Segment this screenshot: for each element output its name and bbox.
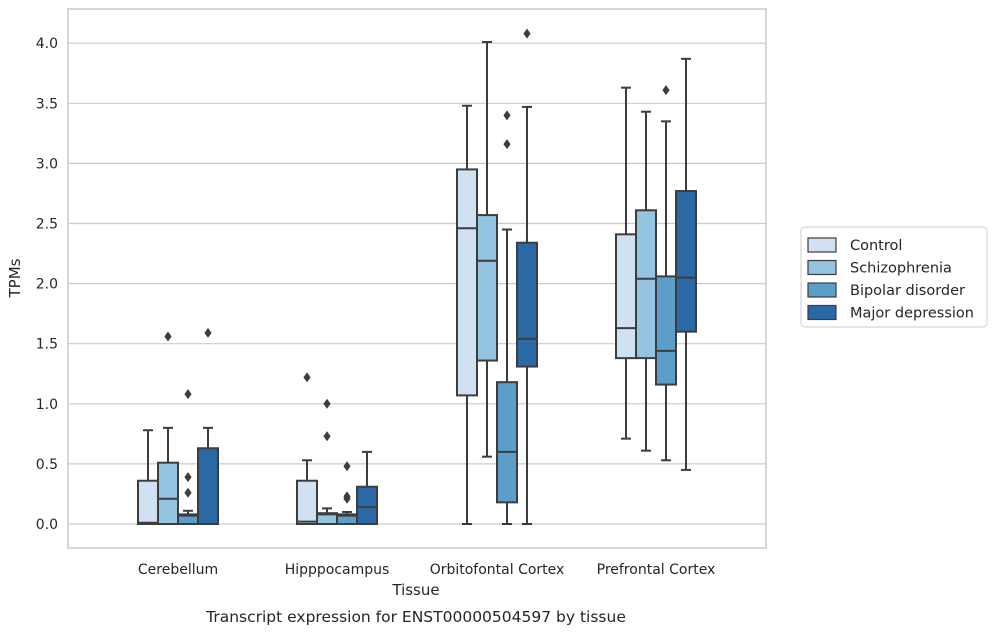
box-iqr	[137, 479, 159, 525]
box-iqr	[356, 485, 378, 526]
box-schizophrenia	[316, 398, 338, 526]
box-major-depression	[675, 57, 697, 471]
legend-label: Control	[850, 238, 902, 254]
legend-label: Bipolar disorder	[850, 283, 965, 299]
box-iqr	[615, 233, 637, 360]
outlier-point	[323, 431, 331, 442]
box-bipolar-disorder	[336, 461, 358, 525]
box-iqr	[635, 209, 657, 360]
y-tick-label: 3.5	[36, 96, 58, 112]
outlier-point	[503, 110, 511, 121]
legend-swatch	[807, 237, 837, 253]
x-tick-label: Hipppocampus	[285, 562, 390, 578]
box-iqr	[675, 190, 697, 333]
box-control	[615, 86, 637, 440]
y-tick-label: 2.0	[36, 277, 58, 293]
box-groups	[137, 28, 697, 526]
y-gridlines	[68, 42, 766, 525]
box-iqr	[655, 275, 677, 386]
box-bipolar-disorder	[655, 85, 677, 462]
y-tick-label: 0.5	[36, 457, 58, 473]
legend-label: Schizophrenia	[850, 261, 952, 277]
legend: Control Schizophrenia Bipolar disorder Majo…	[800, 226, 988, 328]
y-tick-label: 0.0	[36, 517, 58, 533]
outlier-point	[662, 85, 670, 96]
chart-caption: Transcript expression for ENST0000050459…	[205, 608, 626, 626]
box-schizophrenia	[635, 110, 657, 452]
x-axis-label: Tissue	[391, 581, 439, 599]
x-tick-labels: Cerebellum Hipppocampus Orbitofontal Corte…	[138, 562, 715, 578]
box-bipolar-disorder	[177, 389, 199, 525]
legend-swatch	[807, 304, 837, 321]
box-control	[137, 429, 159, 525]
outlier-point	[523, 28, 531, 39]
legend-label: Major depression	[850, 306, 974, 322]
x-tick-label: Orbitofontal Cortex	[430, 562, 565, 578]
outlier-point	[184, 487, 192, 498]
x-tick-label: Cerebellum	[138, 562, 218, 578]
outlier-point	[303, 372, 311, 383]
y-tick-label: 1.0	[36, 397, 58, 413]
outlier-point	[204, 327, 212, 338]
y-tick-labels: 0.0 0.5 1.0 1.5 2.0 2.5 3.0 3.5 4.0	[36, 36, 58, 533]
box-iqr	[296, 479, 318, 525]
box-iqr	[496, 381, 518, 504]
box-control	[456, 104, 478, 525]
y-axis-label: TPMs	[6, 258, 24, 298]
box-iqr	[197, 447, 219, 525]
legend-swatch	[807, 259, 837, 276]
outlier-point	[164, 331, 172, 342]
plot-frame	[67, 8, 767, 549]
outlier-point	[343, 461, 351, 472]
box-bipolar-disorder	[496, 110, 518, 525]
box-iqr	[456, 168, 478, 397]
outlier-point	[343, 493, 351, 504]
legend-frame	[800, 226, 988, 328]
box-control	[296, 372, 318, 525]
y-tick-label: 1.5	[36, 337, 58, 353]
box-schizophrenia	[476, 40, 498, 458]
outlier-point	[184, 389, 192, 400]
legend-swatch	[807, 282, 837, 298]
box-iqr	[516, 241, 538, 368]
y-tick-label: 4.0	[36, 36, 58, 52]
y-tick-label: 3.0	[36, 156, 58, 172]
box-major-depression	[356, 450, 378, 526]
outlier-point	[184, 472, 192, 483]
outlier-point	[503, 139, 511, 150]
x-tick-label: Prefrontal Cortex	[597, 562, 716, 578]
y-tick-label: 2.5	[36, 217, 58, 233]
box-major-depression	[516, 28, 538, 525]
box-iqr	[157, 461, 179, 525]
box-major-depression	[197, 327, 219, 525]
box-iqr	[476, 214, 498, 362]
outlier-point	[323, 398, 331, 409]
box-schizophrenia	[157, 331, 179, 525]
